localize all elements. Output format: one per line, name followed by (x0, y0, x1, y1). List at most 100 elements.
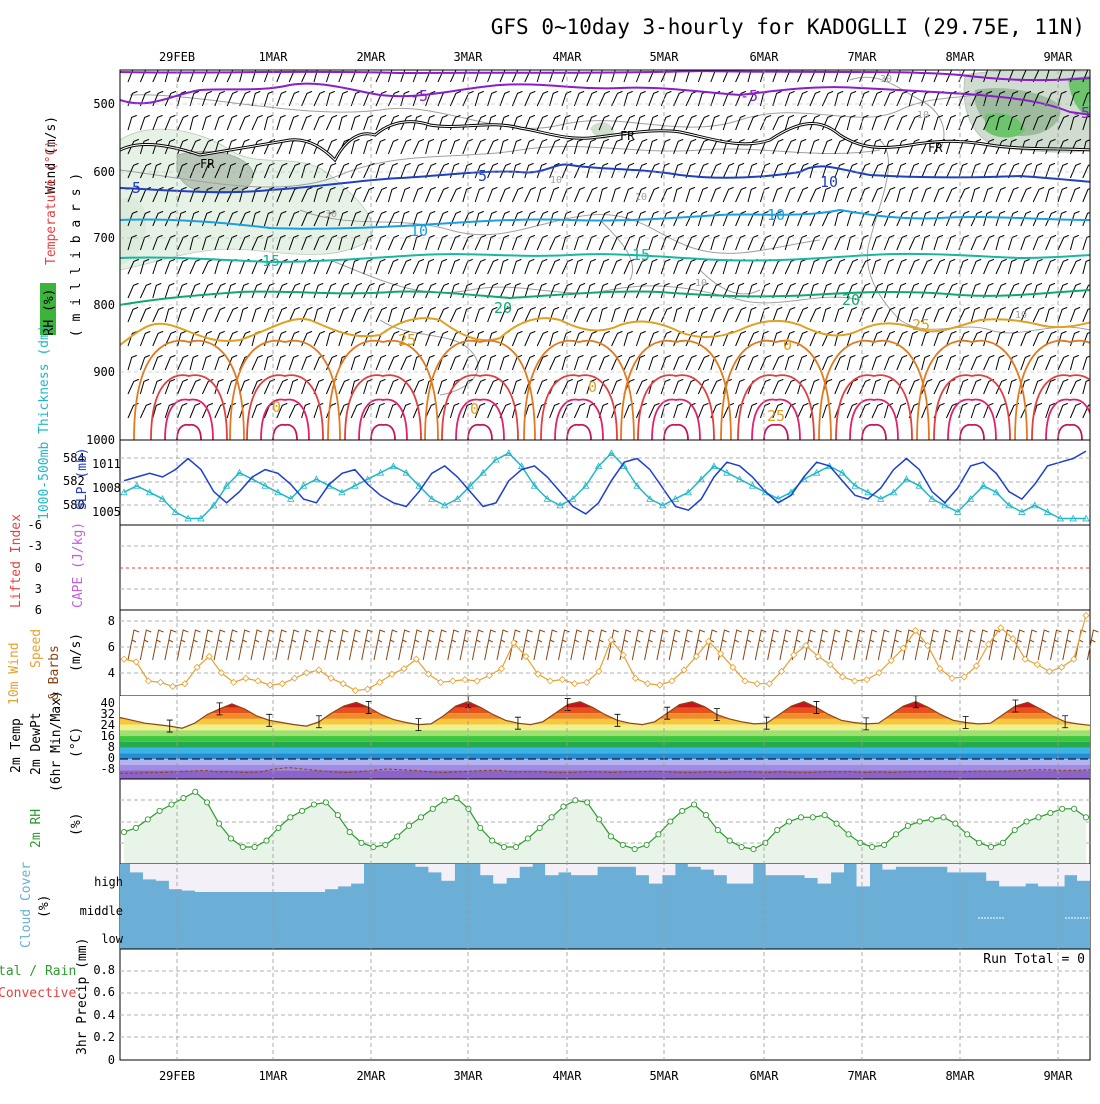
thickness-line-point (312, 475, 321, 483)
temp-minmax (713, 708, 720, 722)
thickness-line-point (1056, 514, 1065, 522)
cloud-high-bar (545, 864, 559, 876)
thickness-line-point (351, 481, 359, 489)
thickness-line-point (915, 481, 923, 489)
date-label-bottom: 6MAR (750, 1069, 780, 1083)
wind10-point (315, 666, 323, 674)
wind10-point (461, 676, 469, 684)
cloud-high-bar (220, 864, 235, 892)
slp-tick: 1008 (92, 481, 121, 495)
wind10-point (717, 650, 725, 658)
thickness-line-point (556, 501, 564, 509)
rh2m-point (299, 807, 306, 814)
contour-label: 0 (783, 336, 792, 354)
temp-band (120, 713, 1090, 719)
thick-tick: 582 (63, 474, 85, 488)
thickness-line-point (569, 495, 577, 502)
rh2m-point (477, 824, 484, 831)
temp-band (120, 770, 1090, 779)
temp2m-units: (°C) (69, 727, 84, 758)
rh2m-point (987, 843, 995, 851)
wind10-point (729, 663, 737, 671)
date-label-bottom: 7MAR (848, 1069, 878, 1083)
wind10-point (449, 677, 457, 685)
cloud-high-bar (558, 864, 572, 873)
rh2m-point (227, 835, 234, 842)
wind-tick: 8 (108, 614, 115, 628)
wind10-point (266, 681, 274, 689)
cloud-high-bar (181, 864, 196, 891)
date-label-top: 5MAR (650, 50, 680, 64)
wind10-point (778, 667, 786, 675)
wind10-point (376, 678, 384, 686)
rh2m-point (358, 839, 365, 846)
date-label-top: 9MAR (1044, 50, 1074, 64)
precip-tick: 0.2 (93, 1030, 115, 1044)
contour-label: 20 (842, 291, 860, 309)
wind10-point (1082, 611, 1090, 620)
thickness-line-point (620, 462, 628, 470)
rh2m-point (1082, 814, 1090, 821)
thickness-line-point (261, 481, 269, 489)
contour-label: 0 (588, 378, 597, 396)
thickness-line-point (428, 495, 436, 502)
date-label-top: 29FEB (159, 50, 195, 64)
wind10-speed-label: Speed (29, 629, 44, 668)
rh2m-point (180, 795, 187, 802)
upper-side-labels: Wind (m/s) Temperature (°C) RH (%) ( m i… (40, 116, 84, 337)
thickness-line-point (274, 488, 282, 496)
thickness-line-point (505, 449, 513, 456)
rh2m-units: (%) (69, 813, 84, 836)
slp-tick: 1011 (92, 457, 121, 471)
thickness-line-point (1005, 501, 1013, 509)
rh2m-point (809, 814, 816, 821)
cloud-high-bar (973, 864, 987, 873)
thickness-line-point (928, 495, 936, 502)
temp-tick: 40 (101, 696, 115, 710)
li-tick: 6 (35, 603, 42, 617)
rh2m-point (1071, 805, 1078, 812)
rh2m-point (845, 831, 852, 838)
cloud-high-bar (726, 864, 741, 884)
wind10-point (546, 677, 554, 685)
rh2m-point (738, 843, 745, 851)
wind10-series (120, 611, 1090, 695)
cloud-high-bar (519, 864, 533, 867)
rh2m-point (869, 843, 876, 851)
wind10-point (473, 677, 481, 685)
rh2m-point (441, 797, 448, 804)
cloud-high-bar (597, 864, 611, 867)
wind10-point (790, 651, 798, 659)
thick-tick: 580 (63, 498, 85, 512)
rh2m-point (453, 795, 460, 802)
cloud-high-bar (571, 864, 585, 876)
precip-conv-label: Convective (0, 986, 76, 1001)
thickness-line-point (1018, 508, 1026, 515)
rh2m-point (524, 835, 531, 842)
rh2m-point (596, 816, 603, 823)
rh2m-point (881, 841, 888, 848)
contour-label: 5 (478, 167, 487, 185)
cloud-panel: high middle low Cloud Cover (%) (19, 862, 1091, 950)
rh2m-point (310, 801, 318, 808)
rh2m-point (1035, 814, 1042, 821)
thickness-line-point (633, 481, 641, 489)
rh2m-point (572, 797, 579, 804)
temp-minmax (266, 713, 273, 727)
temp-contour-m5-top (120, 82, 1090, 116)
rh2m-point (928, 816, 935, 823)
thickness-line-point (415, 481, 423, 489)
precip-total-label: tal / Rain (0, 964, 76, 979)
cloud-high-bar (700, 864, 715, 870)
wind10-point (668, 677, 676, 685)
wind10-point (936, 665, 944, 673)
rh-shade (1068, 76, 1090, 118)
cloud-units: (%) (37, 895, 52, 918)
wind10-point (181, 680, 189, 688)
dewpt2m-label: 2m DewPt (29, 712, 44, 775)
date-label-top: 6MAR (750, 50, 780, 64)
li-tick: 3 (35, 582, 42, 596)
temp-band (120, 736, 1090, 742)
